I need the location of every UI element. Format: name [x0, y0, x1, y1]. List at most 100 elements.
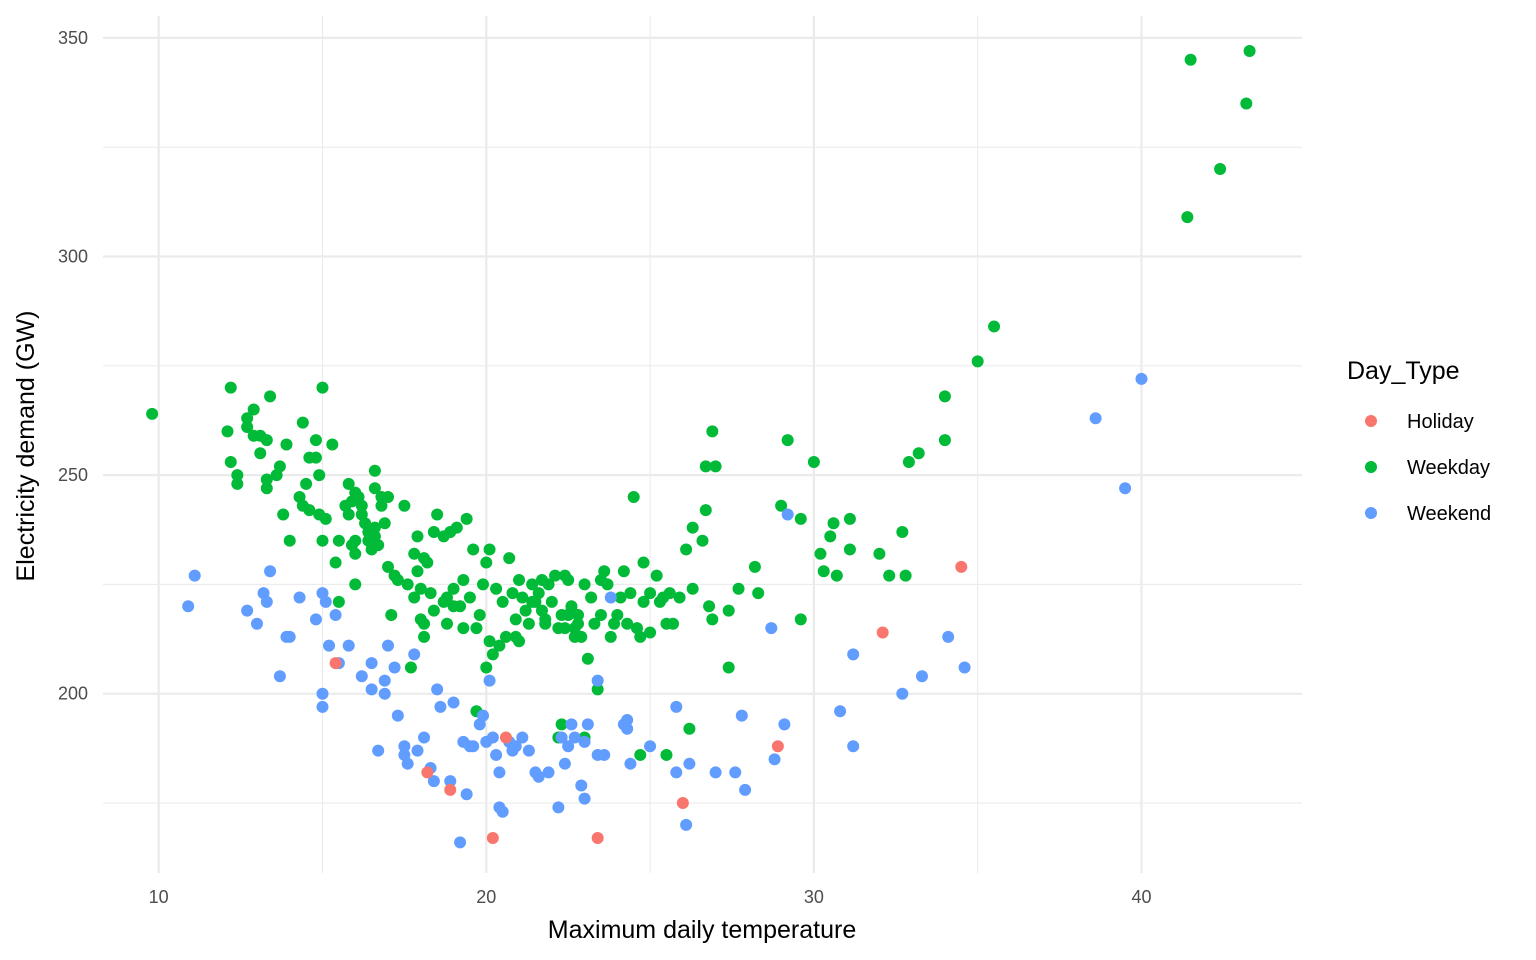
weekday-point — [899, 569, 912, 582]
holiday-point — [486, 832, 499, 845]
weekday-point — [280, 438, 293, 451]
weekday-point — [418, 630, 431, 643]
weekend-point — [778, 718, 791, 731]
weekday-point — [408, 591, 421, 604]
weekday-point — [696, 534, 709, 547]
weekday-point — [644, 587, 657, 600]
weekend-point — [680, 818, 693, 831]
weekend-point — [552, 801, 565, 814]
weekend-point — [355, 670, 368, 683]
weekday-point — [401, 578, 414, 591]
weekend-point — [598, 748, 611, 761]
weekend-point — [1089, 412, 1102, 425]
weekend-point — [578, 735, 591, 748]
weekday-point — [594, 574, 607, 587]
weekday-point — [309, 434, 322, 447]
weekday-point — [843, 512, 856, 525]
weekday-point — [483, 543, 496, 556]
weekend-point — [581, 718, 594, 731]
holiday-point — [955, 560, 968, 573]
weekday-point — [624, 587, 637, 600]
weekend-point — [427, 775, 440, 788]
weekday-point — [231, 477, 244, 490]
weekday-point — [680, 543, 693, 556]
weekend-point — [575, 779, 588, 792]
weekday-point — [827, 517, 840, 530]
weekday-point — [896, 525, 909, 538]
weekday-point — [627, 490, 640, 503]
weekday-point — [431, 508, 444, 521]
weekday-point — [496, 595, 509, 608]
data-points — [146, 44, 1256, 849]
weekday-point — [614, 591, 627, 604]
holiday-point — [771, 740, 784, 753]
weekend-point — [316, 700, 329, 713]
weekday-point — [732, 582, 745, 595]
weekend-point — [1135, 372, 1148, 385]
weekend-point — [509, 740, 522, 753]
weekend-point — [915, 670, 928, 683]
weekday-point — [539, 613, 552, 626]
weekend-point — [942, 630, 955, 643]
legend-key-weekday — [1365, 461, 1377, 473]
weekday-point — [1214, 163, 1227, 176]
weekday-point — [604, 630, 617, 643]
weekday-point — [1181, 211, 1194, 224]
weekday-point — [594, 609, 607, 622]
weekday-point — [385, 609, 398, 622]
weekday-point — [814, 547, 827, 560]
weekday-point — [513, 635, 526, 648]
weekday-point — [296, 416, 309, 429]
weekday-point — [313, 469, 326, 482]
holiday-point — [591, 832, 604, 845]
weekend-point — [729, 766, 742, 779]
weekday-point — [572, 609, 585, 622]
weekday-point — [683, 722, 696, 735]
weekday-point — [473, 609, 486, 622]
legend-key-holiday — [1365, 415, 1377, 427]
holiday-point — [444, 783, 457, 796]
weekend-point — [644, 740, 657, 753]
weekday-point — [650, 569, 663, 582]
weekday-point — [568, 630, 581, 643]
weekday-point — [319, 512, 332, 525]
weekend-point — [834, 705, 847, 718]
weekend-point — [670, 766, 683, 779]
weekday-point — [460, 512, 473, 525]
y-axis-title: Electricity demand (GW) — [12, 311, 40, 582]
weekday-point — [277, 508, 290, 521]
weekday-point — [427, 525, 440, 538]
weekend-point — [250, 617, 263, 630]
weekday-point — [241, 421, 254, 434]
legend-key-weekend — [1365, 507, 1377, 519]
legend: Day_Type Holiday Weekday Weekend — [1347, 357, 1491, 525]
weekday-point — [447, 582, 460, 595]
weekday-point — [509, 613, 522, 626]
weekday-point — [686, 521, 699, 534]
weekday-point — [971, 355, 984, 368]
weekday-point — [591, 683, 604, 696]
weekday-point — [316, 534, 329, 547]
weekend-point — [342, 639, 355, 652]
y-tick-label: 350 — [58, 28, 88, 48]
weekday-point — [545, 595, 558, 608]
weekend-point — [241, 604, 254, 617]
weekday-point — [526, 578, 539, 591]
weekday-point — [398, 499, 411, 512]
weekend-point — [896, 687, 909, 700]
x-axis-ticks: 10 20 30 40 — [149, 887, 1152, 907]
weekday-point — [391, 574, 404, 587]
weekend-point — [401, 757, 414, 770]
weekday-point — [273, 460, 286, 473]
weekday-point — [411, 565, 424, 578]
legend-label-weekday: Weekday — [1407, 457, 1490, 479]
weekday-point — [807, 455, 820, 468]
weekday-point — [342, 477, 355, 490]
weekday-point — [503, 552, 516, 565]
weekday-point — [467, 543, 480, 556]
weekday-point — [794, 512, 807, 525]
weekend-point — [411, 744, 424, 757]
weekday-point — [375, 499, 388, 512]
y-axis-ticks: 200 250 300 350 — [58, 28, 88, 704]
weekday-point — [522, 617, 535, 630]
